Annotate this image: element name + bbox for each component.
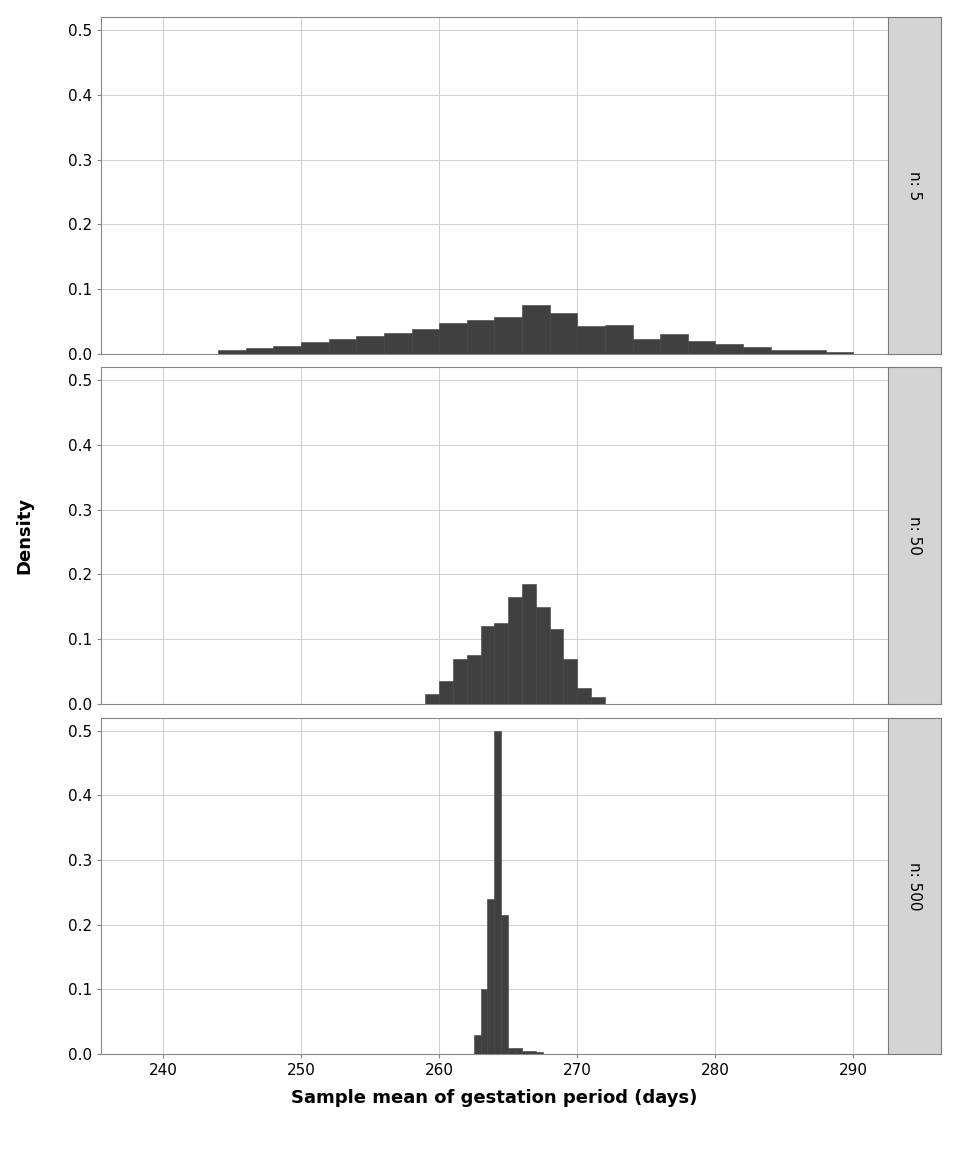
Bar xyxy=(591,697,605,704)
Bar xyxy=(577,326,605,354)
Bar xyxy=(467,655,481,704)
Bar xyxy=(715,344,743,354)
Bar xyxy=(453,659,467,704)
Bar xyxy=(481,990,488,1054)
Bar xyxy=(577,688,591,704)
Text: n: 50: n: 50 xyxy=(907,516,922,555)
Bar xyxy=(494,318,522,354)
Bar xyxy=(328,340,356,354)
X-axis label: Sample mean of gestation period (days): Sample mean of gestation period (days) xyxy=(291,1090,698,1107)
Bar xyxy=(467,320,494,354)
Bar xyxy=(522,1051,529,1054)
Bar xyxy=(508,1047,516,1054)
Text: n: 500: n: 500 xyxy=(907,862,922,910)
Bar xyxy=(564,659,577,704)
Bar xyxy=(488,899,494,1054)
Text: n: 5: n: 5 xyxy=(907,170,922,200)
Bar xyxy=(798,350,826,354)
Bar xyxy=(494,730,501,1054)
Bar xyxy=(356,336,384,354)
Bar xyxy=(494,623,508,704)
Bar xyxy=(550,629,564,704)
Bar xyxy=(439,324,467,354)
Bar xyxy=(605,325,633,354)
Bar xyxy=(508,597,522,704)
Bar xyxy=(246,349,274,354)
Bar xyxy=(522,305,550,354)
Bar xyxy=(384,333,412,354)
Bar xyxy=(743,347,771,354)
Bar xyxy=(687,341,715,354)
Bar xyxy=(522,584,536,704)
Bar xyxy=(536,607,550,704)
Text: Density: Density xyxy=(15,498,33,574)
Bar xyxy=(412,329,439,354)
Bar xyxy=(536,1052,542,1054)
Bar xyxy=(218,350,246,354)
Bar xyxy=(473,1034,481,1054)
Bar xyxy=(481,627,494,704)
Bar xyxy=(633,340,660,354)
Bar xyxy=(529,1051,536,1054)
Bar xyxy=(771,350,798,354)
Bar xyxy=(301,342,328,354)
Bar xyxy=(425,695,439,704)
Bar xyxy=(501,915,508,1054)
Bar xyxy=(826,351,853,354)
Bar xyxy=(274,346,301,354)
Bar xyxy=(550,313,577,354)
Bar xyxy=(516,1047,522,1054)
Bar xyxy=(660,334,687,354)
Bar xyxy=(439,681,453,704)
